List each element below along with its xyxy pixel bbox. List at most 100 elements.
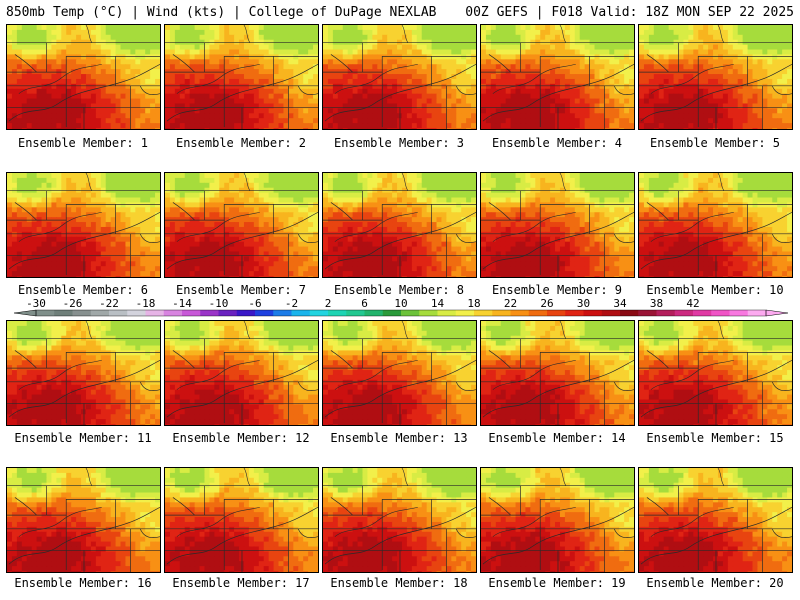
- color-scale-swatch: [620, 310, 639, 316]
- temperature-field-map: [7, 173, 160, 277]
- ensemble-map-panel: [480, 172, 635, 278]
- ensemble-map-panel: [6, 320, 161, 426]
- temperature-field-map: [323, 25, 476, 129]
- color-scale-tick-label: 10: [394, 297, 407, 310]
- color-scale-swatch: [583, 310, 603, 316]
- ensemble-member-label: Ensemble Member: 5: [649, 136, 781, 150]
- temperature-field-map: [7, 468, 160, 572]
- ensemble-member-label: Ensemble Member: 12: [172, 431, 310, 445]
- color-scale-swatch: [291, 310, 311, 316]
- ensemble-member-label: Ensemble Member: 15: [646, 431, 784, 445]
- temperature-field-map: [639, 25, 792, 129]
- ensemble-member-label: Ensemble Member: 7: [175, 283, 307, 297]
- ensemble-map-panel: [322, 467, 477, 573]
- color-scale-min-arrow: [13, 309, 37, 317]
- color-scale-tick-label: 42: [686, 297, 699, 310]
- color-scale-swatch: [674, 310, 694, 316]
- ensemble-map-panel: [480, 320, 635, 426]
- ensemble-map-panel: [638, 320, 793, 426]
- ensemble-map-panel: [164, 320, 319, 426]
- color-scale-swatch: [565, 310, 584, 316]
- ensemble-map-panel: [322, 320, 477, 426]
- color-scale-tick-label: -26: [63, 297, 83, 310]
- color-scale-swatch: [54, 310, 73, 316]
- color-scale-swatch: [474, 310, 493, 316]
- ensemble-member-label: Ensemble Member: 8: [333, 283, 465, 297]
- color-scale-swatch: [255, 310, 274, 316]
- ensemble-map-panel: [322, 24, 477, 130]
- color-scale-tick-label: 6: [361, 297, 368, 310]
- ensemble-member-label: Ensemble Member: 1: [17, 136, 149, 150]
- color-scale-swatch: [200, 310, 219, 316]
- color-scale-swatch: [346, 310, 365, 316]
- ensemble-member-label: Ensemble Member: 18: [330, 576, 468, 590]
- ensemble-member-label: Ensemble Member: 4: [491, 136, 623, 150]
- color-scale-tick-label: -2: [285, 297, 298, 310]
- color-scale-swatch: [127, 310, 146, 316]
- model-run-info: 00Z GEFS | F018 Valid: 18Z MON SEP 22 20…: [465, 5, 794, 20]
- temperature-field-map: [639, 321, 792, 425]
- ensemble-map-panel: [638, 24, 793, 130]
- ensemble-map-panel: [164, 24, 319, 130]
- temperature-field-map: [323, 173, 476, 277]
- temperature-color-scale: -30 -26 -22 -18 -14 -10 -6 -2 2 6 10 14 18 22 26 30 34 38…: [13, 297, 789, 317]
- color-scale-swatch: [747, 310, 767, 316]
- color-scale-swatch: [547, 310, 566, 316]
- color-scale-tick-label: 22: [504, 297, 517, 310]
- color-scale-tick-label: -30: [26, 297, 46, 310]
- ensemble-member-label: Ensemble Member: 19: [488, 576, 626, 590]
- color-scale-swatch: [729, 310, 749, 316]
- color-scale-swatch: [638, 310, 657, 316]
- color-scale-max-arrow: [765, 309, 789, 317]
- color-scale-swatch: [109, 310, 128, 316]
- color-scale-swatch: [145, 310, 165, 316]
- color-scale-swatch: [510, 310, 530, 316]
- color-scale-swatch: [382, 310, 402, 316]
- color-scale-tick-label: -10: [209, 297, 229, 310]
- color-scale-tick-label: 26: [540, 297, 553, 310]
- color-scale-tick-label: 2: [325, 297, 332, 310]
- temperature-field-map: [165, 25, 318, 129]
- color-scale-tick-label: -22: [99, 297, 119, 310]
- color-scale-swatch: [163, 310, 183, 316]
- color-scale-swatch: [693, 310, 712, 316]
- ensemble-map-panel: [638, 172, 793, 278]
- chart-title: 850mb Temp (°C) | Wind (kts) | College o…: [6, 5, 437, 20]
- color-scale-swatch: [36, 310, 55, 316]
- ensemble-map-panel: [6, 467, 161, 573]
- color-scale-tick-label: -6: [248, 297, 261, 310]
- color-scale-swatch: [218, 310, 238, 316]
- temperature-field-map: [639, 173, 792, 277]
- color-scale-tick-label: -14: [172, 297, 192, 310]
- color-scale-swatch: [309, 310, 329, 316]
- color-scale-swatch: [601, 310, 621, 316]
- temperature-field-map: [323, 321, 476, 425]
- temperature-field-map: [481, 321, 634, 425]
- color-scale-swatch: [656, 310, 676, 316]
- temperature-field-map: [165, 468, 318, 572]
- temperature-field-map: [165, 321, 318, 425]
- color-scale-tick-label: 30: [577, 297, 590, 310]
- ensemble-member-label: Ensemble Member: 3: [333, 136, 465, 150]
- color-scale-swatch: [90, 310, 110, 316]
- temperature-field-map: [481, 468, 634, 572]
- color-scale-swatch: [492, 310, 511, 316]
- ensemble-map-panel: [638, 467, 793, 573]
- color-scale-tick-label: 14: [431, 297, 445, 310]
- color-scale-tick-label: 34: [613, 297, 627, 310]
- color-scale-swatch: [328, 310, 347, 316]
- color-scale-tick-label: -18: [136, 297, 156, 310]
- color-scale-swatch: [182, 310, 201, 316]
- ensemble-member-label: Ensemble Member: 6: [17, 283, 149, 297]
- color-scale-swatch: [528, 310, 548, 316]
- temperature-field-map: [481, 25, 634, 129]
- temperature-field-map: [481, 173, 634, 277]
- ensemble-map-panel: [6, 172, 161, 278]
- ensemble-member-label: Ensemble Member: 2: [175, 136, 307, 150]
- ensemble-map-panel: [480, 24, 635, 130]
- temperature-field-map: [323, 468, 476, 572]
- ensemble-member-label: Ensemble Member: 20: [646, 576, 784, 590]
- ensemble-map-panel: [164, 467, 319, 573]
- color-scale-swatch: [437, 310, 457, 316]
- color-scale-tick-label: 38: [650, 297, 663, 310]
